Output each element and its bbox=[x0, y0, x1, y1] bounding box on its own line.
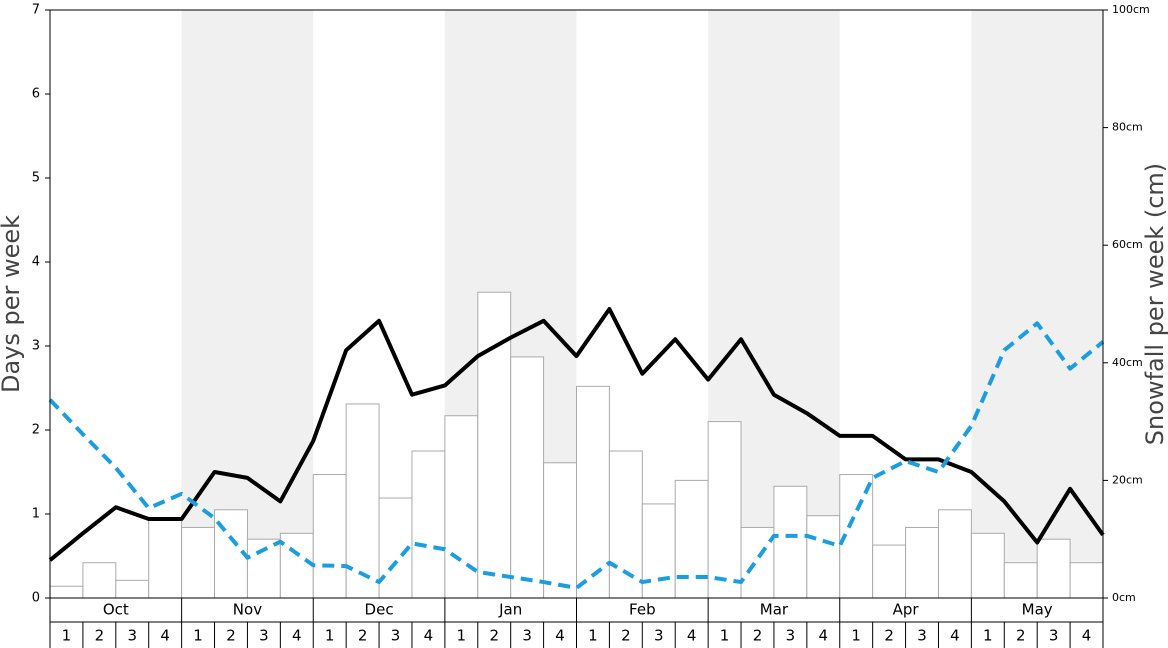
bar bbox=[970, 532, 1005, 599]
y2-tick-label: 80cm bbox=[1112, 121, 1143, 134]
bar bbox=[773, 485, 808, 599]
x-tick-label: 2 bbox=[358, 627, 368, 645]
x-tick-label: 3 bbox=[1049, 627, 1059, 645]
bar bbox=[82, 562, 117, 599]
month-shade bbox=[181, 10, 314, 598]
x-tick-label: 2 bbox=[489, 627, 499, 645]
bar bbox=[181, 526, 216, 599]
x-tick-label: 3 bbox=[654, 627, 664, 645]
x-tick-label: 1 bbox=[325, 627, 335, 645]
x-tick-label: 3 bbox=[786, 627, 796, 645]
x-tick-label: 4 bbox=[424, 627, 434, 645]
x-tick-label: 2 bbox=[884, 627, 894, 645]
x-tick-label: 4 bbox=[1082, 627, 1092, 645]
bar bbox=[279, 532, 314, 599]
x-tick-label: 1 bbox=[193, 627, 203, 645]
x-tick-label: 2 bbox=[753, 627, 763, 645]
bar bbox=[1069, 562, 1104, 599]
month-label: Dec bbox=[365, 601, 394, 619]
x-tick-label: 4 bbox=[292, 627, 302, 645]
bar bbox=[608, 450, 643, 599]
bar bbox=[937, 509, 972, 599]
x-tick-label: 3 bbox=[259, 627, 269, 645]
x-tick-label: 3 bbox=[522, 627, 532, 645]
x-tick-label: 1 bbox=[983, 627, 993, 645]
month-label: Mar bbox=[760, 601, 789, 619]
x-tick-label: 1 bbox=[851, 627, 861, 645]
bar bbox=[1036, 538, 1071, 599]
bar bbox=[641, 503, 676, 599]
bar bbox=[740, 526, 775, 599]
bar bbox=[510, 356, 545, 599]
x-tick-label: 2 bbox=[1016, 627, 1026, 645]
bar bbox=[674, 479, 709, 599]
y-tick-label: 3 bbox=[32, 339, 40, 354]
bar bbox=[312, 474, 347, 599]
x-tick-label: 3 bbox=[127, 627, 137, 645]
bar bbox=[576, 385, 610, 599]
y-tick-label: 4 bbox=[32, 255, 40, 270]
x-tick-label: 1 bbox=[720, 627, 730, 645]
bar bbox=[49, 585, 84, 599]
month-label: Nov bbox=[233, 601, 262, 619]
x-tick-label: 4 bbox=[687, 627, 697, 645]
x-tick-label: 1 bbox=[588, 627, 598, 645]
y-tick-label: 5 bbox=[32, 171, 40, 186]
bar bbox=[148, 518, 183, 599]
x-tick-label: 3 bbox=[917, 627, 927, 645]
bar bbox=[543, 462, 577, 599]
month-label: Oct bbox=[103, 601, 129, 619]
x-tick-label: 4 bbox=[950, 627, 960, 645]
month-shade bbox=[971, 10, 1103, 598]
x-tick-label: 1 bbox=[62, 627, 72, 645]
x-tick-label: 2 bbox=[621, 627, 631, 645]
x-tick-label: 3 bbox=[391, 627, 401, 645]
bar bbox=[905, 526, 939, 599]
bar bbox=[411, 450, 446, 599]
y-axis-label: Days per week bbox=[0, 215, 25, 393]
y2-axis-label: Snowfall per week (cm) bbox=[1141, 163, 1168, 445]
x-tick-label: 2 bbox=[95, 627, 105, 645]
y2-tick-label: 40cm bbox=[1112, 356, 1143, 369]
x-tick-label: 4 bbox=[160, 627, 170, 645]
bar bbox=[707, 421, 742, 599]
month-label: Feb bbox=[629, 601, 656, 619]
x-tick-label: 4 bbox=[819, 627, 829, 645]
x-tick-label: 1 bbox=[457, 627, 467, 645]
line bbox=[48, 321, 1105, 590]
y-tick-label: 0 bbox=[32, 591, 40, 606]
bar bbox=[345, 403, 380, 599]
y2-tick-label: 60cm bbox=[1112, 238, 1143, 251]
bar bbox=[872, 544, 907, 599]
bar bbox=[115, 579, 150, 599]
line bbox=[48, 307, 1105, 562]
bar bbox=[1003, 562, 1038, 599]
month-label: Apr bbox=[893, 601, 920, 619]
month-label: Jan bbox=[498, 601, 522, 619]
x-tick-label: 2 bbox=[226, 627, 236, 645]
y-tick-label: 6 bbox=[32, 87, 40, 102]
y2-tick-label: 0cm bbox=[1112, 591, 1136, 604]
y2-tick-label: 100cm bbox=[1112, 3, 1150, 16]
y-tick-label: 1 bbox=[32, 507, 40, 522]
x-tick-label: 4 bbox=[555, 627, 565, 645]
y2-tick-label: 20cm bbox=[1112, 473, 1143, 486]
y-tick-label: 7 bbox=[32, 3, 40, 18]
y-tick-label: 2 bbox=[32, 423, 40, 438]
month-label: May bbox=[1022, 601, 1053, 619]
bar bbox=[806, 515, 841, 599]
